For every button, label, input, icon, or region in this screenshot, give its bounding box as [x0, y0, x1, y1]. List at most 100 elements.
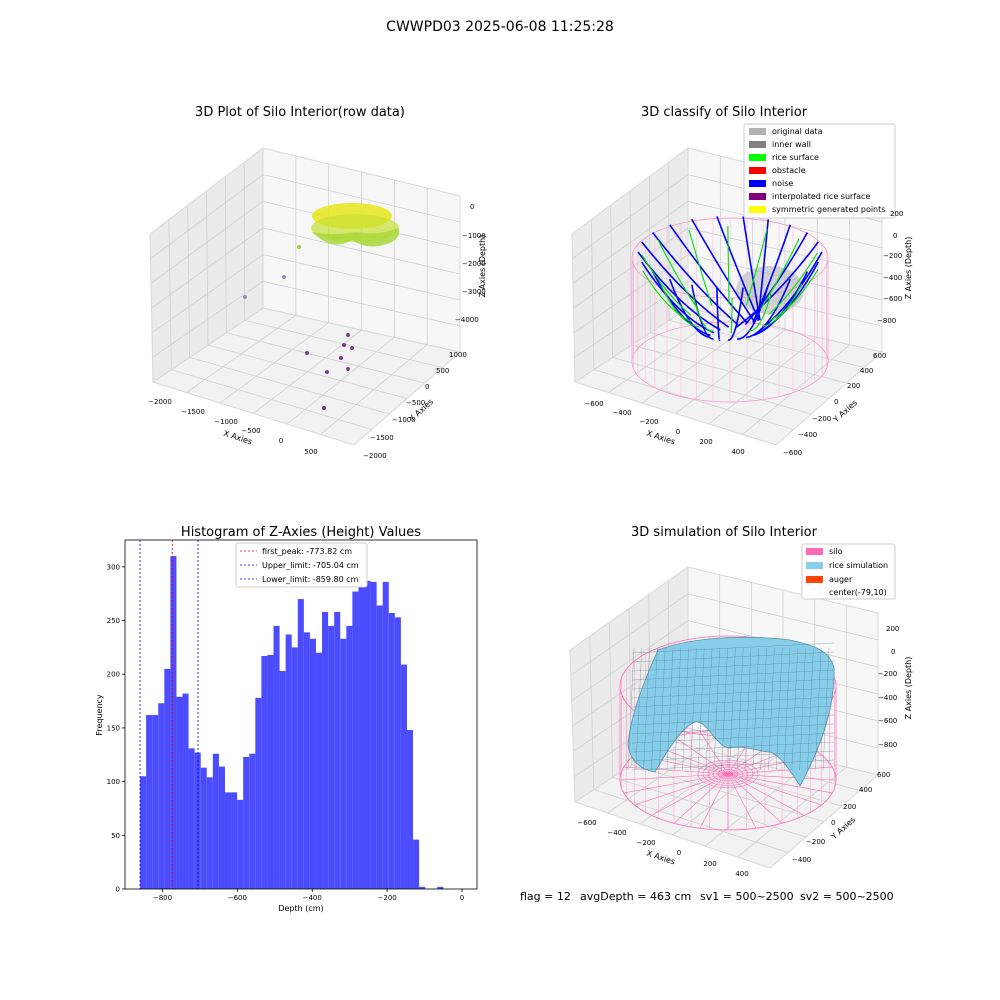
raw-points: [243, 203, 400, 410]
hist-bar: [164, 668, 171, 889]
hist-bar: [152, 715, 159, 889]
footer-status: flag = 12 avgDepth = 463 cm sv1 = 500~25…: [520, 890, 894, 903]
figure-suptitle: CWWPD03 2025-06-08 11:25:28: [386, 19, 614, 35]
hist-bar: [231, 792, 238, 889]
hist-bar: [400, 664, 407, 889]
sim-mesh-line: [752, 647, 759, 771]
classify-legend-label: inner wall: [772, 140, 811, 149]
sim-floor-spoke: [651, 773, 729, 816]
sim-z-ticks: −800 −600 −400 −200 0 200: [878, 625, 899, 749]
hist-bar: [188, 748, 195, 889]
raw-outlier: [305, 351, 309, 355]
rice-surface-curve: [760, 238, 800, 310]
raw-y-tick: 500: [436, 367, 449, 375]
raw-z-tick: −4000: [455, 316, 479, 324]
sim-y-tick: 400: [859, 786, 872, 794]
hist-bar: [249, 753, 256, 889]
hist-bar: [140, 776, 147, 889]
sim-mesh-line: [776, 647, 783, 771]
sim-z-tick: 0: [891, 648, 895, 656]
classify-legend-swatch: [749, 167, 766, 174]
sim-z-tick: −800: [878, 741, 897, 749]
sim-floor-spoke: [673, 773, 729, 824]
grid-line: [687, 593, 879, 641]
rice-surface-curve: [641, 254, 692, 316]
hist-bar: [182, 693, 189, 889]
sim-mesh-line: [631, 660, 835, 672]
sim-x-tick: −600: [577, 819, 596, 827]
hist-y-tick: 100: [107, 778, 120, 786]
grid-line: [669, 319, 865, 368]
classify-x-tick: 200: [699, 438, 712, 446]
hist-y-tick: 50: [111, 832, 120, 840]
sim-mesh-line: [807, 647, 814, 771]
sim-mesh-line: [631, 651, 835, 663]
hist-y-tick: 300: [107, 563, 120, 571]
hist-bar: [170, 556, 177, 889]
sim-legend: silo rice simulation auger center(-79,10…: [801, 543, 896, 600]
raw-z-tick: −2000: [462, 260, 486, 268]
sim-mesh-line: [721, 647, 728, 771]
hist-legend-label: Upper_limit: -705.04 cm: [262, 561, 359, 570]
rice-surface-curve: [768, 268, 819, 322]
raw-y-tick: 0: [425, 383, 429, 391]
classify-z-tick: −800: [877, 317, 896, 325]
hist-bar: [267, 654, 274, 889]
sim-mesh-line: [666, 647, 674, 771]
rice-surface-curve: [642, 270, 692, 322]
sim-mesh-line: [651, 647, 658, 771]
sim-mesh-line: [643, 647, 650, 771]
noise-curve: [641, 261, 715, 334]
sim-mesh-line: [737, 647, 744, 771]
sim-mesh-line: [690, 647, 697, 771]
hist-bar: [334, 611, 341, 889]
hist-legend-label: first_peak: -773.82 cm: [262, 547, 352, 556]
raw-x-tick: −1500: [181, 408, 205, 416]
sim-y-tick: −200: [806, 838, 825, 846]
raw-outlier: [297, 245, 301, 249]
hist-bar: [218, 766, 225, 889]
rice-surface-curve: [745, 229, 768, 306]
noise-curve: [669, 224, 748, 323]
sim-floor-spoke: [623, 773, 729, 794]
raw-z-tick: −1000: [462, 232, 486, 240]
sim-mesh-line: [631, 705, 835, 717]
sim-rice-mesh: [627, 642, 835, 771]
hist-bar: [322, 611, 329, 889]
sim-floor-spoke: [727, 766, 833, 775]
hist-bar: [382, 581, 389, 889]
raw-outlier: [282, 275, 286, 279]
hist-bar: [146, 715, 153, 889]
hist-bar: [309, 638, 316, 889]
sim-mesh-line: [631, 714, 835, 726]
hist-bar: [437, 886, 444, 889]
rice-surface-curve: [768, 252, 818, 315]
sim-floor-spoke: [727, 773, 837, 781]
classify-legend-label: noise: [772, 179, 793, 188]
sim-floor-spoke: [699, 731, 729, 775]
raw-x-tick: 500: [304, 448, 317, 456]
classify-z-tick: 200: [890, 210, 903, 218]
noise-curve: [753, 271, 809, 337]
sim-legend-label: center(-79,10): [829, 588, 887, 597]
sim-legend-swatch: [806, 562, 823, 569]
noise-curve: [651, 271, 711, 337]
sim-mesh-line: [822, 647, 830, 771]
hist-bar: [285, 634, 292, 889]
sim-y-tick: −400: [792, 856, 811, 864]
classify-y-tick: −400: [798, 431, 817, 439]
classify-legend: original data inner wall rice surface ob…: [743, 123, 896, 219]
classify-xlabel: X Axies: [645, 429, 676, 447]
sim-y-ticks: −400 −200 0 200 400 600: [792, 771, 890, 864]
hist-y-tick: 200: [107, 671, 120, 679]
hist-legend: first_peak: -773.82 cm Upper_limit: -705…: [235, 542, 368, 588]
hist-y-tick: 0: [116, 886, 120, 894]
classify-legend-label: obstacle: [772, 166, 806, 175]
classify-title: 3D classify of Silo Interior: [641, 105, 808, 120]
panel-simulation-3d: 3D simulation of Silo Interior silo rice…: [569, 525, 913, 878]
hist-bar: [346, 625, 353, 889]
sim-y-tick: 600: [877, 771, 890, 779]
classify-legend-swatch: [749, 128, 766, 135]
hist-bar: [364, 580, 371, 889]
sim-x-tick: −200: [636, 839, 655, 847]
